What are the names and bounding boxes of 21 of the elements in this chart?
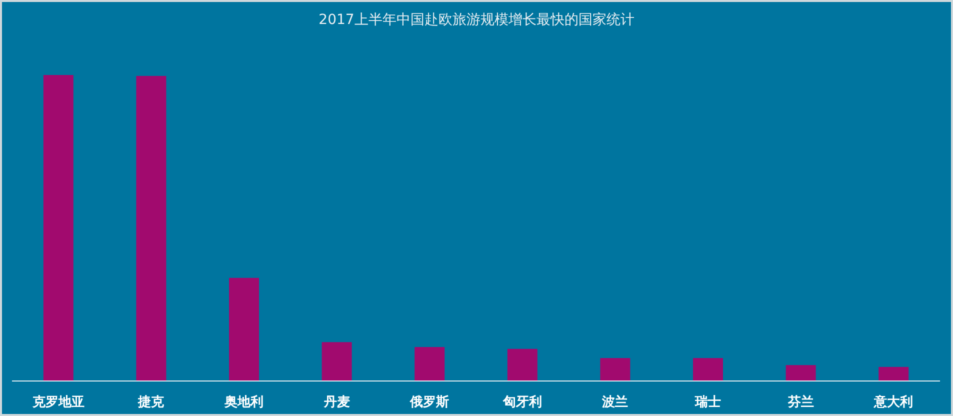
x-tick-label: 克罗地亚	[31, 395, 84, 410]
x-tick-label: 芬兰	[786, 394, 814, 410]
x-tick-label: 匈牙利	[502, 394, 542, 410]
chart-title: 2017上半年中国赴欧旅游规模增长最快的国家统计	[318, 12, 634, 28]
bar	[693, 358, 723, 381]
bar	[600, 358, 630, 381]
x-tick-label: 奥地利	[224, 394, 264, 410]
x-tick-label: 丹麦	[322, 395, 350, 410]
bar	[43, 75, 74, 381]
bar	[507, 348, 538, 381]
bar	[322, 342, 352, 381]
bar	[786, 365, 816, 381]
x-tick-label: 瑞士	[694, 395, 721, 410]
bar	[136, 76, 166, 381]
x-tick-label: 意大利	[873, 394, 914, 410]
bar	[229, 278, 259, 381]
x-tick-label: 捷克	[137, 395, 166, 410]
x-tick-label: 俄罗斯	[409, 395, 450, 410]
bar	[878, 366, 909, 381]
bar	[414, 347, 445, 381]
x-tick-label: 波兰	[601, 394, 628, 410]
